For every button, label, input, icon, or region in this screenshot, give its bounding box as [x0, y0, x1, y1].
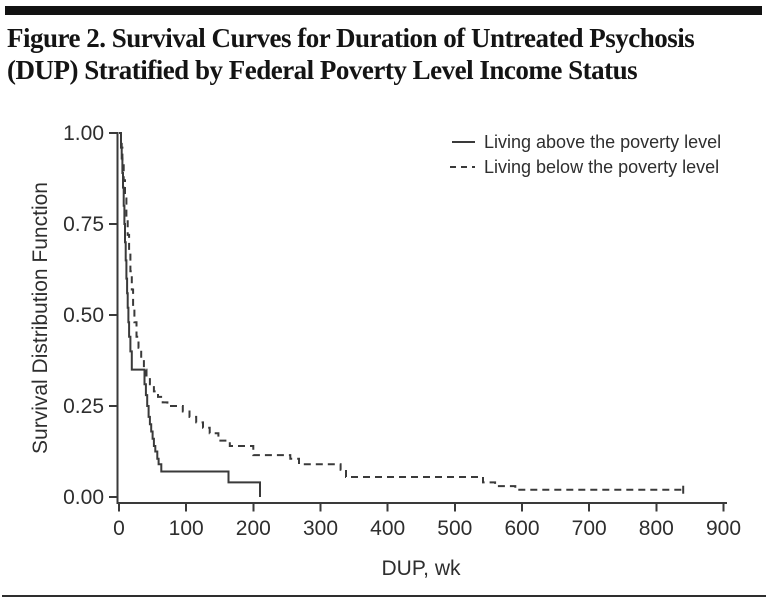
x-tick-label: 900: [706, 517, 741, 540]
y-tick-label: 0.00: [63, 486, 104, 509]
bottom-rule: [2, 595, 766, 597]
x-tick-label: 400: [370, 517, 405, 540]
x-tick-label: 200: [236, 517, 271, 540]
y-axis-title: Survival Distribution Function: [29, 182, 52, 454]
x-axis-title: DUP, wk: [382, 557, 461, 580]
x-tick-label: 0: [113, 517, 125, 540]
x-tick-label: 100: [169, 517, 204, 540]
series-curve-above-poverty: [119, 132, 261, 497]
figure-title: Figure 2. Survival Curves for Duration o…: [7, 23, 767, 87]
figure-title-line-2: (DUP) Stratified by Federal Poverty Leve…: [7, 54, 638, 85]
y-tick-label: 0.50: [63, 304, 104, 327]
y-tick-label: 1.00: [63, 122, 104, 145]
top-rule: [5, 6, 762, 15]
legend-label-above-poverty: Living above the poverty level: [484, 132, 721, 152]
x-tick-label: 600: [504, 517, 539, 540]
x-tick-label: 500: [437, 517, 472, 540]
axes: [116, 132, 727, 504]
x-axis-ticks: 0 100 200 300 400 500 600 700 800 900: [113, 503, 741, 540]
y-tick-label: 0.25: [63, 395, 104, 418]
series-curve-below-poverty: [119, 132, 684, 491]
x-tick-label: 300: [303, 517, 338, 540]
series-group: [119, 132, 685, 497]
legend: Living above the poverty level Living be…: [450, 132, 721, 177]
figure-title-line-1: Figure 2. Survival Curves for Duration o…: [7, 23, 695, 53]
legend-label-below-poverty: Living below the poverty level: [484, 157, 719, 177]
x-tick-label: 800: [639, 517, 674, 540]
y-tick-label: 0.75: [63, 213, 104, 236]
y-axis-ticks: 0.00 0.25 0.50 0.75 1.00: [63, 122, 118, 509]
x-tick-label: 700: [572, 517, 607, 540]
